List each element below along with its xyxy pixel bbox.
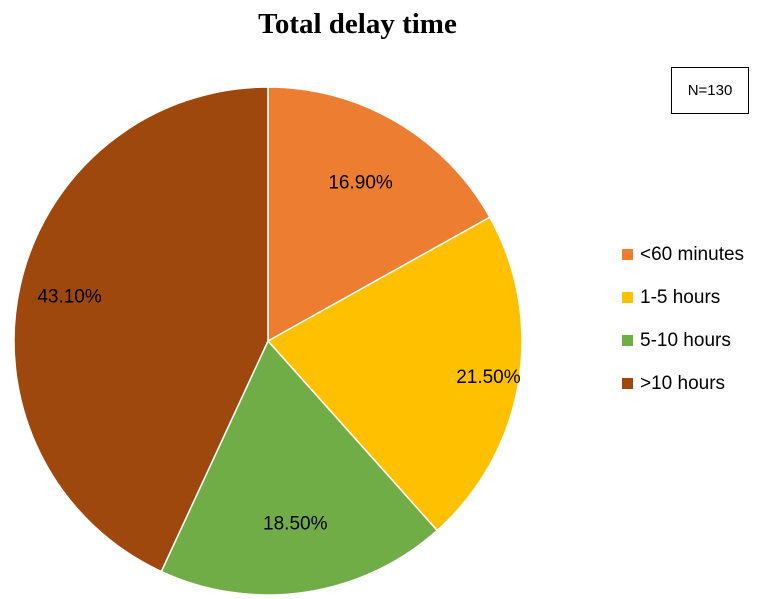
- legend-item-3: 5-10 hours: [622, 326, 744, 355]
- legend-label: 1-5 hours: [640, 286, 721, 308]
- legend-swatch: [622, 249, 633, 260]
- legend-swatch: [622, 292, 633, 303]
- chart-title: Total delay time: [258, 8, 457, 40]
- legend-item-1: <60 minutes: [622, 240, 744, 269]
- legend-label: 5-10 hours: [640, 329, 731, 351]
- pie-slice-1: [267, 86, 491, 343]
- legend-swatch: [622, 335, 633, 346]
- pie-slice-3: [160, 339, 439, 596]
- pie-slice-2: [266, 216, 523, 532]
- legend-swatch: [622, 378, 633, 389]
- sample-size-box: N=130: [671, 67, 749, 114]
- pie-slice-4: [13, 86, 269, 573]
- legend-label: <60 minutes: [640, 243, 745, 265]
- legend-label: >10 hours: [640, 372, 726, 394]
- legend: <60 minutes 1-5 hours 5-10 hours >10 hours: [622, 240, 744, 412]
- slice-label-3: 18.50%: [263, 513, 328, 534]
- slice-label-4: 43.10%: [37, 286, 102, 307]
- slice-label-2: 21.50%: [456, 367, 521, 388]
- pie-slice-labels: 16.90% 21.50% 18.50% 43.10%: [37, 172, 520, 534]
- pie-slices: [13, 86, 523, 596]
- slice-label-1: 16.90%: [328, 172, 393, 193]
- legend-item-4: >10 hours: [622, 369, 744, 398]
- legend-item-2: 1-5 hours: [622, 283, 744, 312]
